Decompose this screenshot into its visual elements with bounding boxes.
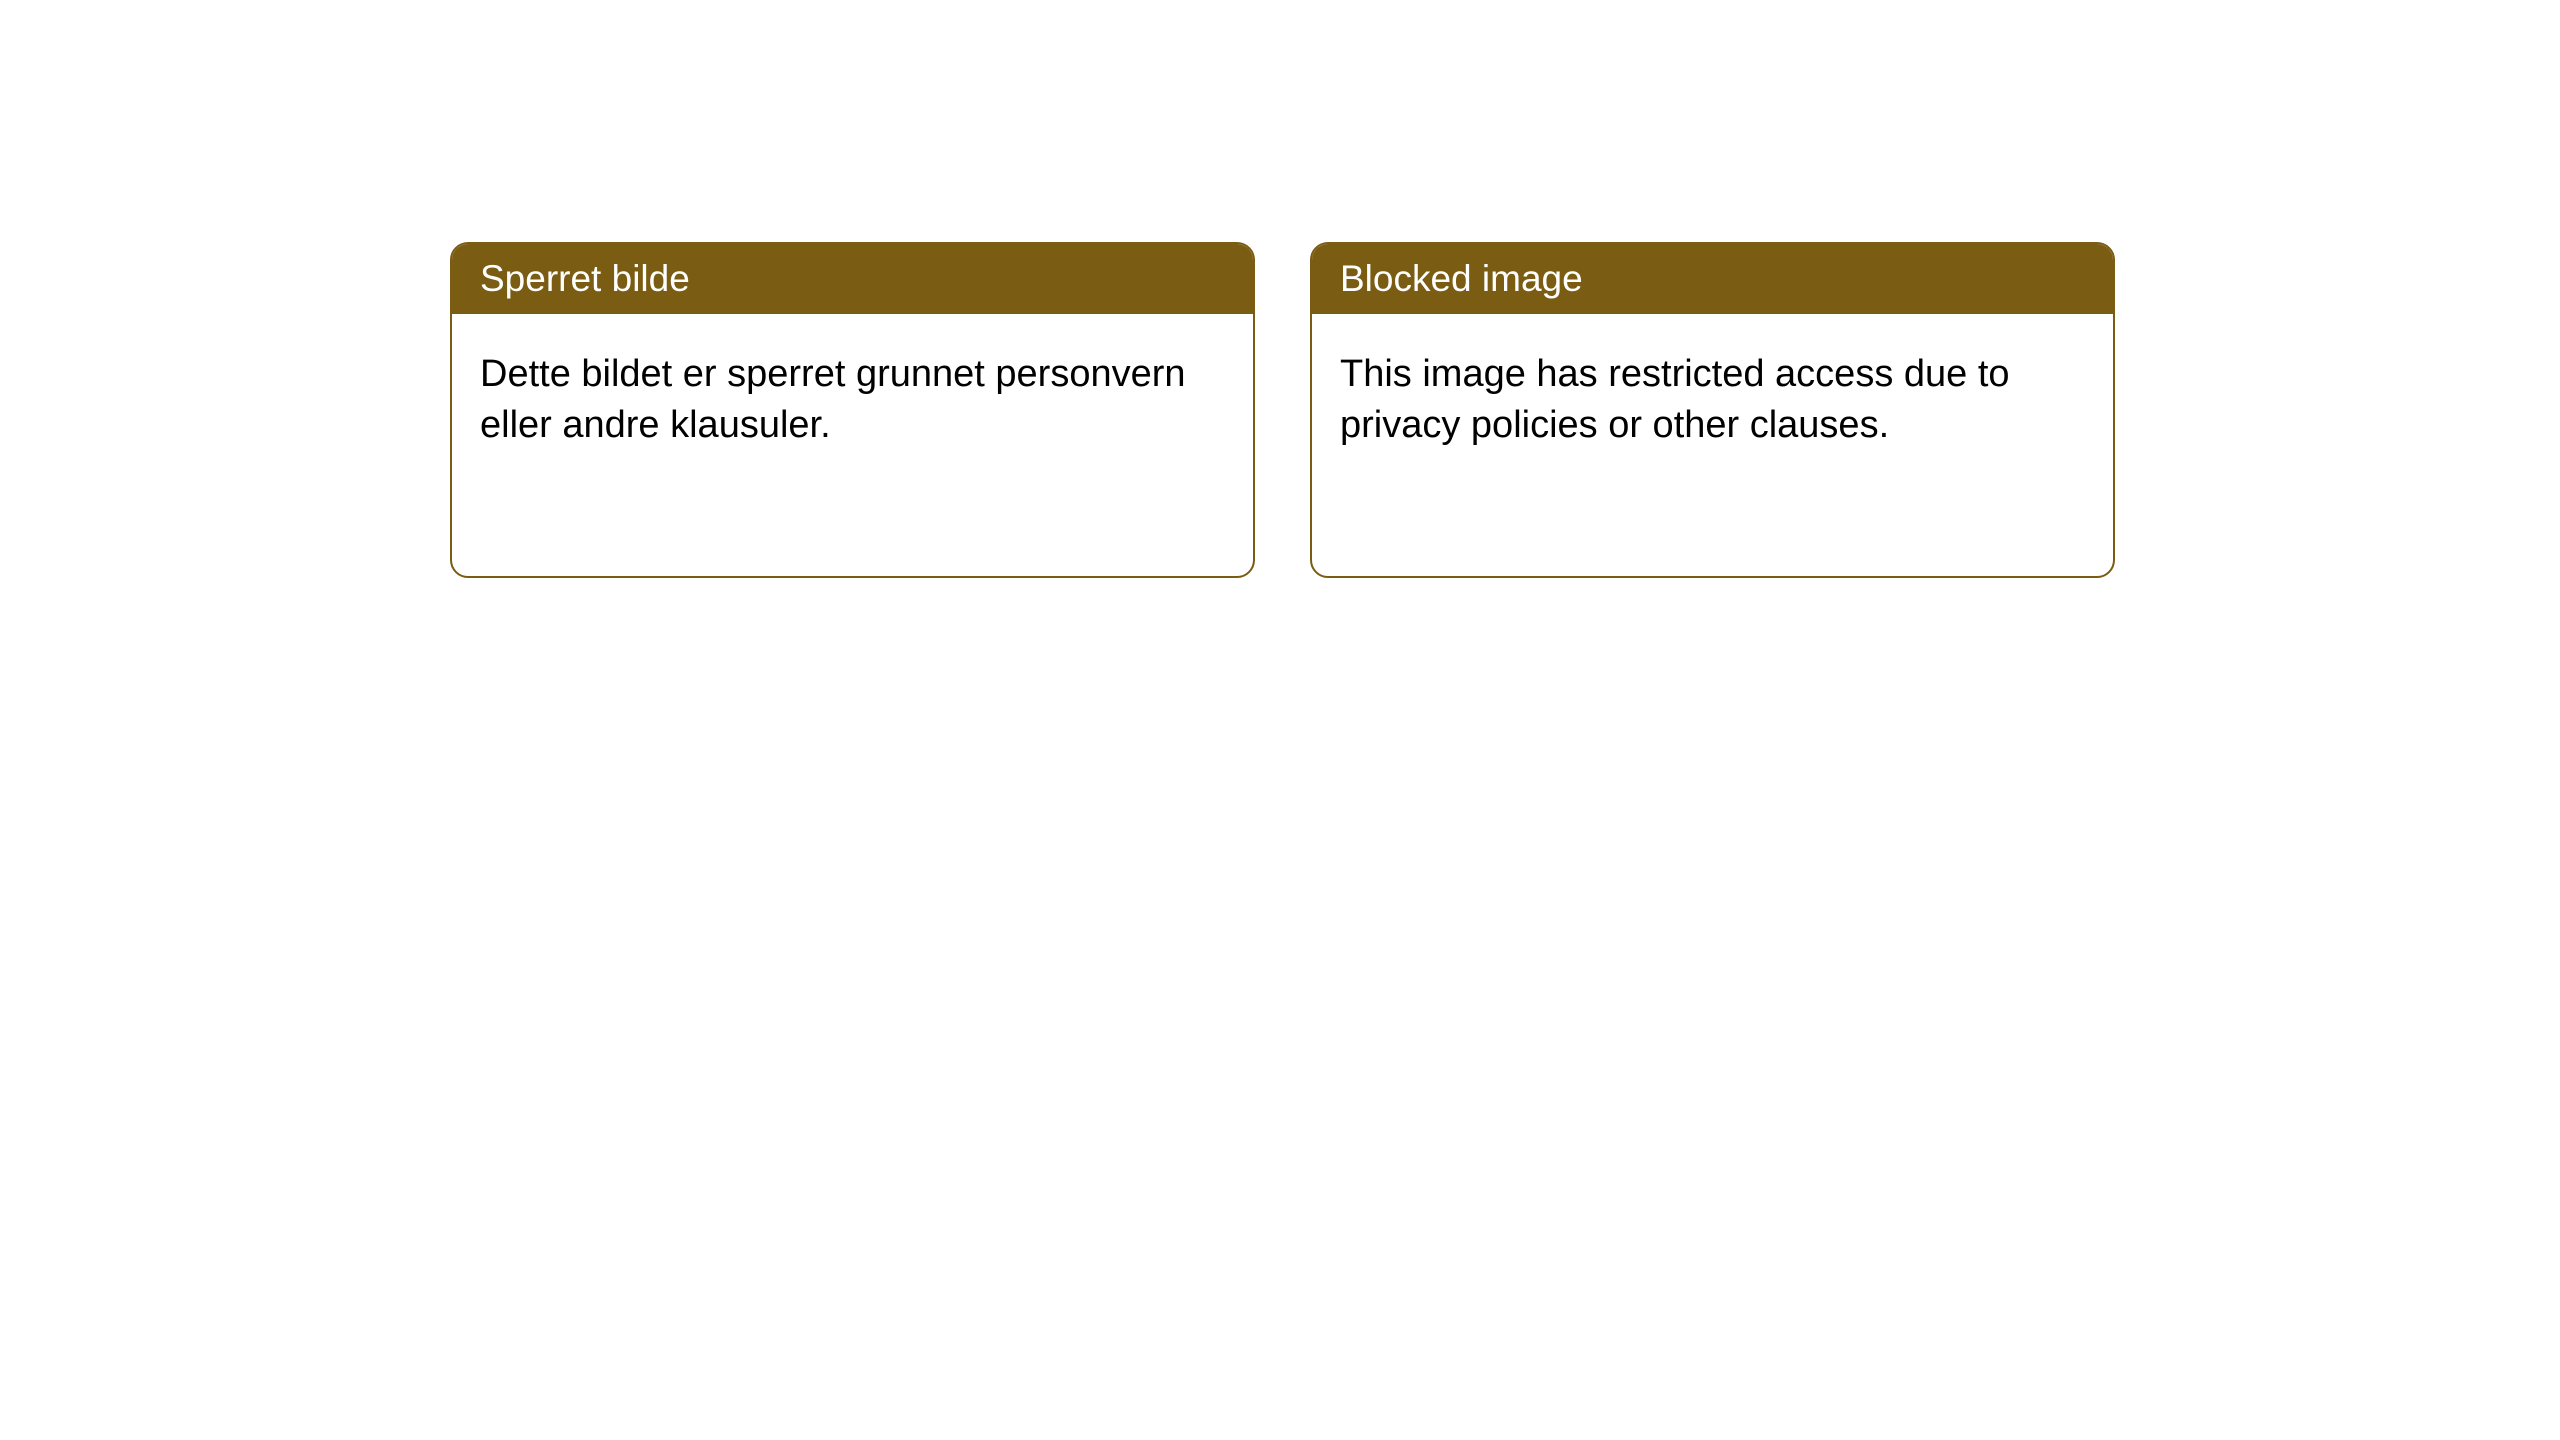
card-header: Sperret bilde <box>452 244 1253 314</box>
blocked-image-card-en: Blocked image This image has restricted … <box>1310 242 2115 578</box>
card-body: Dette bildet er sperret grunnet personve… <box>452 314 1253 487</box>
cards-container: Sperret bilde Dette bildet er sperret gr… <box>450 242 2560 578</box>
blocked-image-card-no: Sperret bilde Dette bildet er sperret gr… <box>450 242 1255 578</box>
card-body: This image has restricted access due to … <box>1312 314 2113 487</box>
card-header: Blocked image <box>1312 244 2113 314</box>
